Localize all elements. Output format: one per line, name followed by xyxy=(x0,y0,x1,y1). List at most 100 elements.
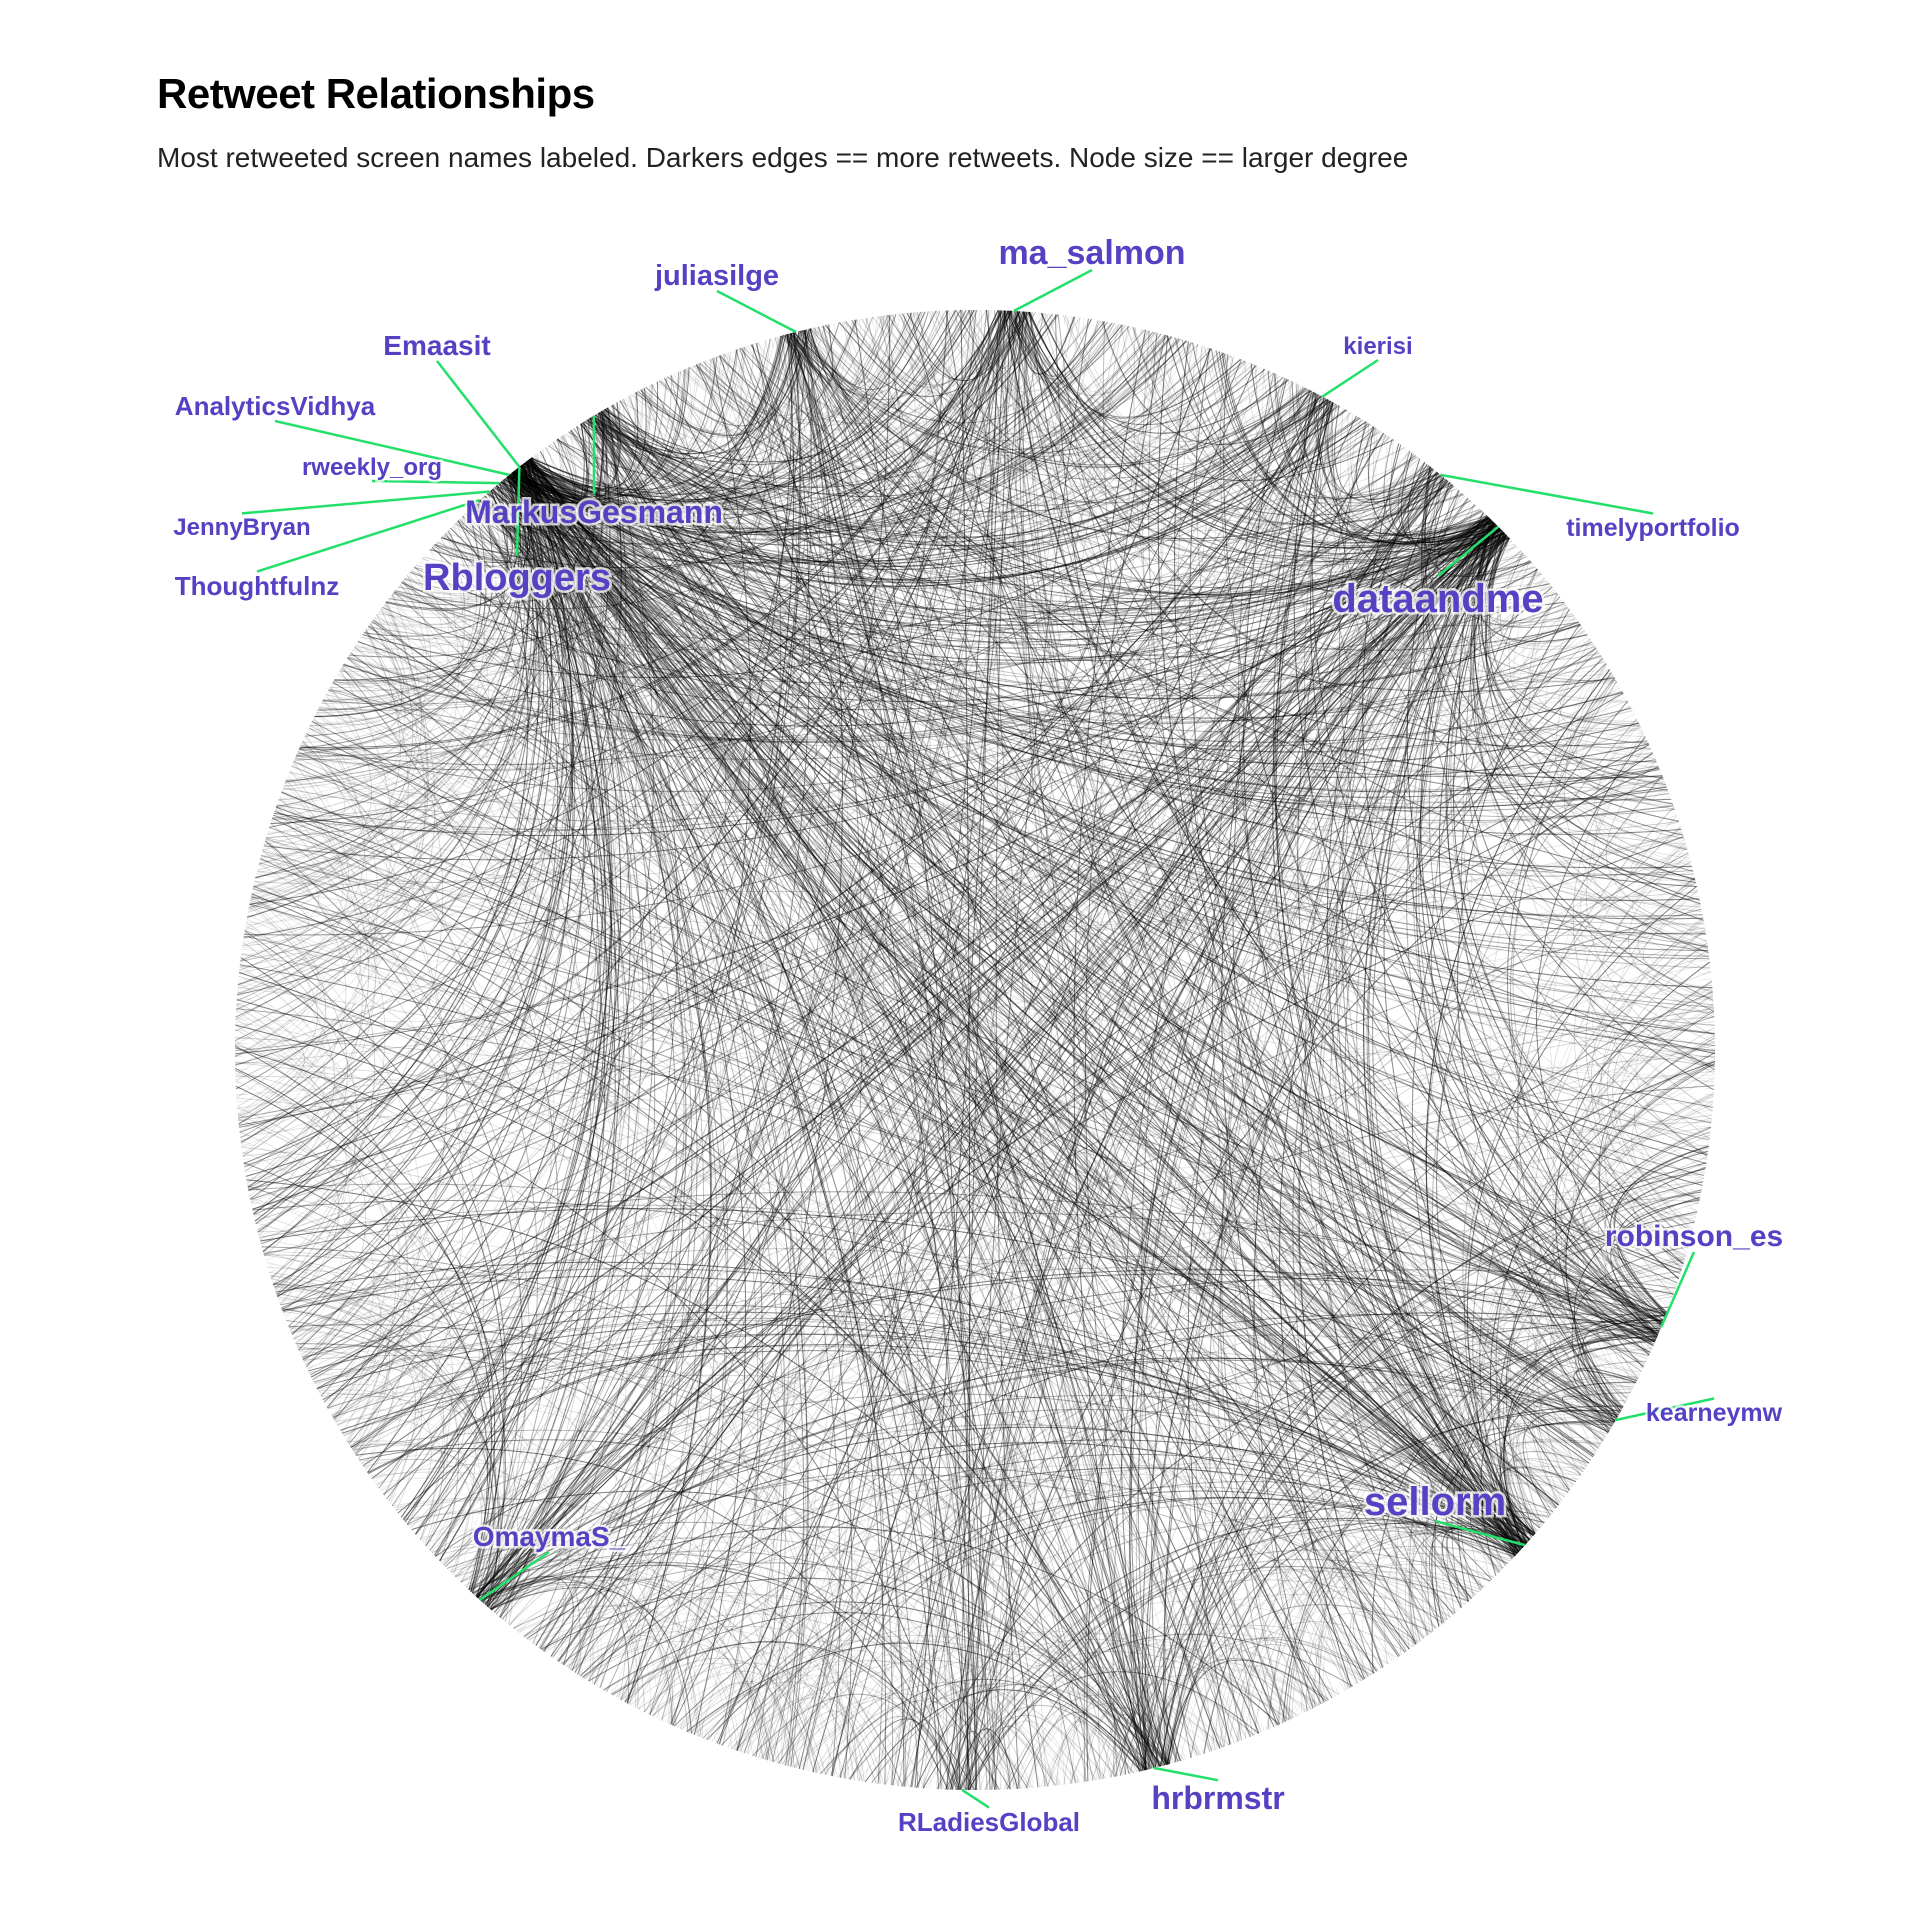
edge xyxy=(1175,337,1548,591)
hub-edge xyxy=(476,1576,775,1763)
node-label-sellorm: sellorm xyxy=(1364,1480,1506,1524)
hub-edge xyxy=(1609,1146,1709,1327)
edge xyxy=(237,982,434,1496)
hub-edge xyxy=(1128,498,1469,1772)
edge xyxy=(516,1604,739,1752)
hub-edge xyxy=(1571,1246,1689,1431)
edge xyxy=(455,1560,754,1757)
hub-edge xyxy=(530,457,998,1790)
node-stub xyxy=(1614,696,1626,704)
edge xyxy=(271,796,386,1280)
edge xyxy=(784,312,1033,1766)
edge xyxy=(1071,630,1586,1784)
hub-edge xyxy=(433,490,607,1556)
edge xyxy=(449,1553,581,1673)
hub-edge xyxy=(340,1344,1528,1544)
edge xyxy=(1637,882,1713,993)
node-stub xyxy=(271,821,284,826)
edge xyxy=(262,1250,1126,1775)
edge xyxy=(293,1338,506,1615)
node-stub xyxy=(1562,614,1574,624)
hub-edge xyxy=(489,490,1491,649)
hub-edge xyxy=(285,418,590,783)
hub-edge xyxy=(968,1503,1545,1791)
hub-edge xyxy=(244,310,1005,1168)
hub-edge xyxy=(491,1359,1617,1611)
edge xyxy=(1261,368,1704,1184)
hub-edge xyxy=(1341,476,1533,1538)
node-stub xyxy=(1585,641,1593,647)
node-stub xyxy=(582,1668,589,1678)
hub-edge xyxy=(508,474,1674,824)
hub-edge xyxy=(1400,452,1502,551)
hub-edge xyxy=(880,315,1498,563)
hub-edge xyxy=(508,474,1655,1345)
edge xyxy=(418,337,776,574)
edge xyxy=(351,1445,482,1588)
hub-edge xyxy=(282,1275,1518,1555)
node-stub xyxy=(420,559,430,568)
edge xyxy=(1268,371,1706,1170)
node-stub xyxy=(343,663,352,669)
node-stub xyxy=(1587,1440,1600,1448)
edge xyxy=(327,333,793,1409)
edge xyxy=(901,932,1706,1787)
hub-edge xyxy=(234,458,544,1032)
hub-edge xyxy=(257,407,622,1233)
hub-edge xyxy=(592,335,782,454)
hub-edge xyxy=(721,1497,1520,1746)
edge xyxy=(1216,1669,1306,1750)
hub-edge xyxy=(959,1558,1480,1791)
edge xyxy=(235,604,429,1076)
hub-edge xyxy=(498,482,1595,1457)
edge xyxy=(1204,577,1546,1747)
hub-edge xyxy=(447,530,606,1597)
hub-edge xyxy=(645,386,1492,600)
edge xyxy=(243,840,320,939)
node-stub xyxy=(610,405,618,418)
node-stub xyxy=(1660,802,1673,808)
edge xyxy=(236,927,1705,1095)
edge xyxy=(316,646,392,720)
hub-edge xyxy=(520,465,1400,1657)
edge xyxy=(825,311,932,1775)
edge xyxy=(747,693,1625,1755)
hub-edge xyxy=(490,1526,1280,1726)
node-stub xyxy=(1276,376,1283,390)
hub-edge xyxy=(780,335,1370,504)
hub-edge xyxy=(521,464,698,1689)
edge xyxy=(1152,1662,1319,1769)
edge xyxy=(935,310,1261,434)
edge xyxy=(1314,1636,1370,1701)
hub-edge xyxy=(946,518,1491,1790)
node-stub xyxy=(442,1557,450,1565)
edge xyxy=(1522,585,1613,682)
hub-edge xyxy=(1144,658,1604,1771)
edge xyxy=(317,385,651,711)
edge xyxy=(757,342,1702,908)
edge xyxy=(766,1194,1701,1761)
hub-edge xyxy=(513,470,1312,1710)
edge xyxy=(569,430,1483,1590)
hub-edge xyxy=(911,466,1431,1788)
edge xyxy=(398,585,1561,1503)
node-stub xyxy=(1133,1764,1136,1773)
hub-edge xyxy=(276,465,529,807)
hub-edge xyxy=(716,536,1509,1744)
hub-edge xyxy=(724,353,1667,1314)
hub-edge xyxy=(786,334,1473,1599)
edge xyxy=(495,410,607,512)
edge xyxy=(235,629,1585,1065)
edge xyxy=(1606,760,1707,935)
hub-edge xyxy=(574,527,1501,1673)
hub-edge xyxy=(1470,519,1709,954)
hub-edge xyxy=(480,744,1650,1602)
edge xyxy=(308,1368,394,1460)
node-stub xyxy=(1056,1771,1060,1786)
edge xyxy=(900,1687,1176,1787)
node-stub xyxy=(770,1753,774,1762)
node-stub xyxy=(733,1740,738,1750)
node-stub xyxy=(1687,1194,1701,1198)
leader-line xyxy=(1440,473,1654,515)
edge xyxy=(238,603,436,1124)
